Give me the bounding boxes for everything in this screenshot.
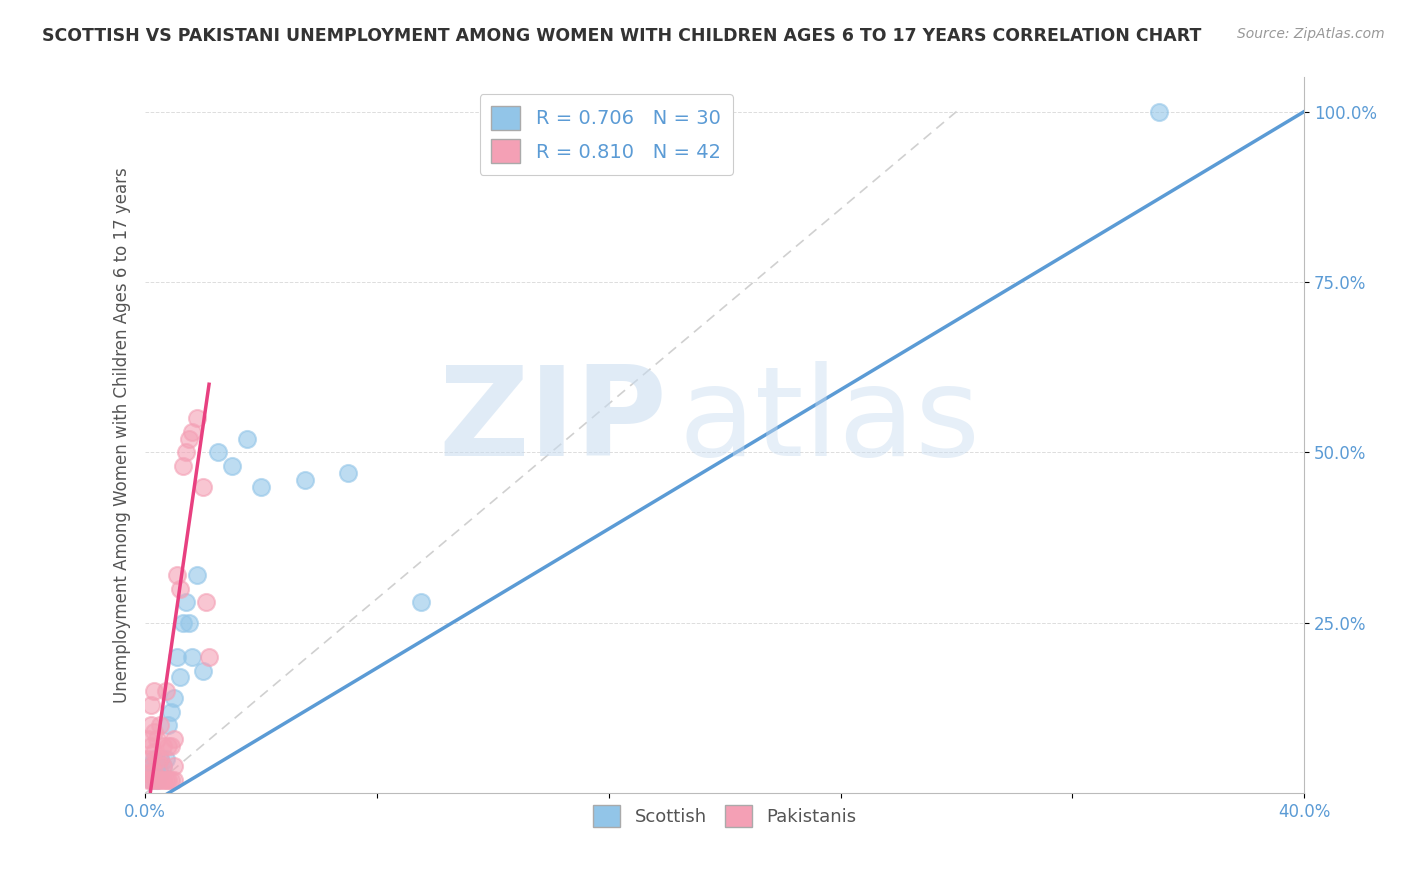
Point — [157, 718, 180, 732]
Point — [146, 752, 169, 766]
Point — [139, 759, 162, 773]
Point — [139, 718, 162, 732]
Text: SCOTTISH VS PAKISTANI UNEMPLOYMENT AMONG WOMEN WITH CHILDREN AGES 6 TO 17 YEARS : SCOTTISH VS PAKISTANI UNEMPLOYMENT AMONG… — [42, 27, 1202, 45]
Point — [250, 479, 273, 493]
Point — [177, 615, 200, 630]
Point — [155, 752, 177, 766]
Point — [136, 731, 159, 746]
Point — [169, 670, 191, 684]
Point — [149, 752, 172, 766]
Point — [155, 772, 177, 787]
Point — [149, 765, 172, 780]
Point — [139, 772, 162, 787]
Point — [143, 752, 166, 766]
Point — [166, 650, 188, 665]
Point — [139, 759, 162, 773]
Point — [163, 759, 186, 773]
Point — [174, 445, 197, 459]
Point — [160, 772, 183, 787]
Point — [152, 772, 174, 787]
Point — [143, 684, 166, 698]
Point — [186, 411, 208, 425]
Point — [143, 765, 166, 780]
Point — [146, 731, 169, 746]
Point — [155, 684, 177, 698]
Point — [139, 698, 162, 712]
Point — [169, 582, 191, 596]
Point — [172, 459, 194, 474]
Point — [149, 718, 172, 732]
Point — [221, 459, 243, 474]
Point — [172, 615, 194, 630]
Point — [1149, 104, 1171, 119]
Text: atlas: atlas — [679, 360, 980, 482]
Point — [235, 432, 257, 446]
Point — [207, 445, 229, 459]
Legend: Scottish, Pakistanis: Scottish, Pakistanis — [586, 798, 863, 834]
Point — [143, 772, 166, 787]
Point — [174, 595, 197, 609]
Point — [136, 772, 159, 787]
Point — [157, 739, 180, 753]
Point — [152, 759, 174, 773]
Point — [136, 765, 159, 780]
Point — [146, 772, 169, 787]
Point — [143, 725, 166, 739]
Point — [180, 425, 202, 439]
Point — [337, 466, 360, 480]
Point — [152, 739, 174, 753]
Point — [149, 772, 172, 787]
Point — [409, 595, 432, 609]
Point — [146, 772, 169, 787]
Point — [139, 739, 162, 753]
Point — [193, 479, 215, 493]
Point — [166, 568, 188, 582]
Point — [163, 731, 186, 746]
Point — [149, 752, 172, 766]
Point — [198, 650, 221, 665]
Point — [180, 650, 202, 665]
Point — [136, 752, 159, 766]
Point — [160, 705, 183, 719]
Point — [152, 759, 174, 773]
Text: ZIP: ZIP — [439, 360, 666, 482]
Point — [143, 765, 166, 780]
Point — [139, 772, 162, 787]
Point — [177, 432, 200, 446]
Point — [160, 739, 183, 753]
Point — [195, 595, 218, 609]
Point — [294, 473, 316, 487]
Point — [157, 772, 180, 787]
Point — [163, 772, 186, 787]
Point — [146, 759, 169, 773]
Point — [163, 690, 186, 705]
Point — [193, 664, 215, 678]
Y-axis label: Unemployment Among Women with Children Ages 6 to 17 years: Unemployment Among Women with Children A… — [114, 168, 131, 703]
Point — [143, 746, 166, 760]
Point — [136, 765, 159, 780]
Text: Source: ZipAtlas.com: Source: ZipAtlas.com — [1237, 27, 1385, 41]
Point — [186, 568, 208, 582]
